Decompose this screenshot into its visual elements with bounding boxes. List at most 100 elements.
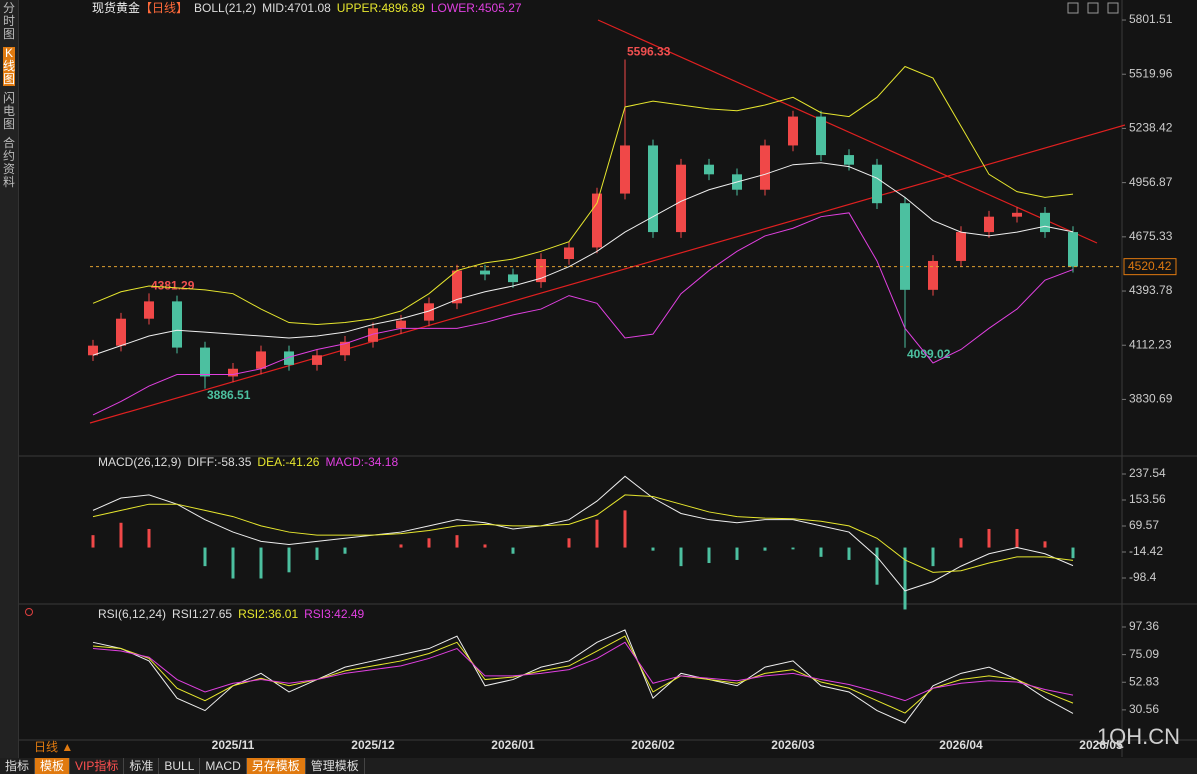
bottom-tab[interactable]: VIP指标 [70,758,125,774]
y-tick-label: 5238.42 [1129,121,1173,135]
bottom-tabs: 指标 模板 VIP指标 标准 BULL MACD 另存模板 管理模板 [0,758,1197,774]
x-tick-label: 2026/04 [939,738,983,752]
candle-body [368,328,378,342]
side-tab[interactable]: 分时图 [3,1,16,41]
price-box [1123,258,1177,276]
indicator-line [92,475,1074,592]
candle-body [1012,212,1022,217]
layout-button[interactable] [1107,2,1119,14]
candle-body [844,155,854,165]
candle-body [564,247,574,260]
x-tick-label: 2025/11 [212,738,255,752]
y-tick-label: 52.83 [1129,674,1159,688]
y-tick-label: 4112.23 [1129,337,1172,351]
y-tick-label: 237.54 [1129,466,1166,480]
legend-item: RSI3:42.49 [304,607,364,621]
high-label: 4381.29 [151,279,195,293]
indicator-line [92,494,1074,573]
side-tab[interactable]: 合约资料 [3,136,16,189]
low-label: 4099.02 [907,347,951,361]
trend-line [89,124,1126,424]
legend-item: DIFF:-58.35 [187,455,251,469]
y-tick-label: 153.56 [1129,492,1166,506]
y-tick-label: 4393.78 [1129,283,1173,297]
x-tick-label: 2025/12 [351,738,395,752]
bottom-tab[interactable]: 另存模板 [246,758,306,774]
candle-body [228,368,238,377]
boll-line [92,162,1074,356]
y-tick-label: 4675.33 [1129,229,1173,243]
bottom-tab[interactable]: BULL [159,758,201,774]
layout-button[interactable] [1087,2,1099,14]
candle-body [900,203,910,290]
side-tab[interactable]: 闪电图 [3,91,16,131]
legend-item: LOWER:4505.27 [431,1,522,15]
candle-body [424,303,434,321]
boll-line [92,65,1074,325]
candle-body [200,347,210,377]
price-label: 4520.42 [1128,259,1172,273]
candle-body [480,270,490,275]
y-tick-label: 5801.51 [1129,12,1173,26]
candle-body [452,270,462,304]
candle-body [760,145,770,190]
y-tick-label: -14.42 [1129,544,1163,558]
candle-body [396,320,406,329]
bottom-tab[interactable]: 指标 [0,758,36,774]
candle-body [116,318,126,346]
y-tick-label: 4956.87 [1129,175,1173,189]
side-tab[interactable]: K线图 [3,46,16,86]
bottom-tab[interactable]: 标准 [124,758,160,774]
x-tick-label: 2026/01 [491,738,535,752]
candle-body [984,216,994,233]
bottom-tab[interactable]: 模板 [35,758,71,774]
candle-body [648,145,658,233]
candle-body [144,301,154,319]
y-tick-label: 75.09 [1129,647,1159,661]
legend-item: DEA:-41.26 [257,455,319,469]
y-tick-label: -98.4 [1129,570,1157,584]
candle-body [508,274,518,283]
plot: 3830.69 4112.23 4393.78 4675.33 4956.87 5238.… [88,0,1177,752]
legend-item: MID:4701.08 [262,1,331,15]
legend-item: RSI1:27.65 [172,607,232,621]
y-tick-label: 3830.69 [1129,392,1173,406]
y-tick-label: 69.57 [1129,518,1159,532]
boll-line [92,212,1074,416]
high-label: 5596.33 [627,45,671,59]
legend-item: BOLL(21,2) [194,1,256,15]
layout-button[interactable] [1067,2,1079,14]
x-tick-label: 2026/02 [631,738,675,752]
period-selector[interactable]: 日线 ▲ [34,740,73,754]
legend-item: UPPER:4896.89 [337,1,425,15]
x-tick-label: 2026/05 [1079,738,1123,752]
candle-body [676,164,686,233]
candle-body [284,351,294,365]
legend: 现货黄金【日线】 BOLL(21,2) MID:4701.08 UPPER:4896.… [92,0,522,15]
candle-body [256,351,266,369]
candle-body [312,355,322,365]
watermark: 1QH.CN [1097,724,1180,749]
bottom-tab[interactable]: 管理模板 [306,758,365,774]
x-tick-label: 2026/03 [771,738,815,752]
legend: MACD(26,12,9) DIFF:-58.35 DEA:-41.26 MACD:-… [98,455,398,469]
candle-body [1040,212,1050,233]
legend: RSI(6,12,24) RSI1:27.65 RSI2:36.01 RSI3:42.… [98,607,365,621]
candle-body [1068,232,1078,267]
window-buttons [1067,2,1119,14]
bottom-tab[interactable]: MACD [200,758,247,774]
candle-body [536,259,546,283]
legend-item: RSI2:36.01 [238,607,298,621]
candle-body [872,164,882,204]
y-tick-label: 5519.96 [1129,66,1173,80]
chart-title: 现货黄金 [92,0,140,15]
candle-body [620,145,630,194]
candle-body [788,116,798,146]
y-tick-label: 30.56 [1129,702,1159,716]
candle-body [340,341,350,356]
candle-body [704,164,714,175]
candle-body [172,301,182,348]
side-tabs: 分时图 K线图闪电图合约资料 [0,0,19,774]
